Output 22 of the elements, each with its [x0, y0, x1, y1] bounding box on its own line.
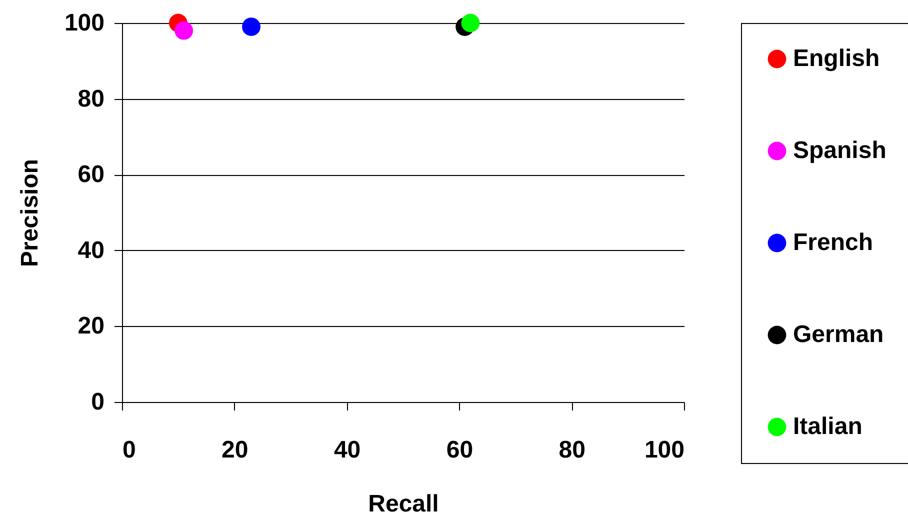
- legend-label: Italian: [793, 413, 862, 440]
- y-tick-label: 40: [78, 236, 104, 264]
- y-tick-label: 0: [91, 388, 104, 416]
- legend-label: French: [793, 229, 874, 256]
- point: [242, 18, 260, 36]
- x-tick-label: 40: [334, 436, 361, 464]
- point: [174, 21, 194, 40]
- legend-label: German: [793, 321, 884, 348]
- y-axis-title: Precision: [16, 158, 44, 268]
- x-tick-label: 100: [644, 436, 684, 464]
- x-tick-label: 60: [446, 436, 474, 464]
- y-tick-label: 20: [78, 312, 104, 340]
- point: [461, 14, 480, 32]
- y-tick-label: 60: [78, 161, 104, 188]
- y-tick-label: 100: [64, 10, 104, 36]
- x-tick-label: 0: [122, 436, 136, 464]
- legend-label: Spanish: [793, 137, 886, 164]
- y-tick-label: 80: [78, 85, 104, 112]
- legend-label: English: [793, 45, 880, 72]
- x-tick-label: 20: [222, 436, 248, 464]
- x-tick-label: 80: [558, 436, 586, 464]
- x-axis-title: Recall: [368, 490, 439, 518]
